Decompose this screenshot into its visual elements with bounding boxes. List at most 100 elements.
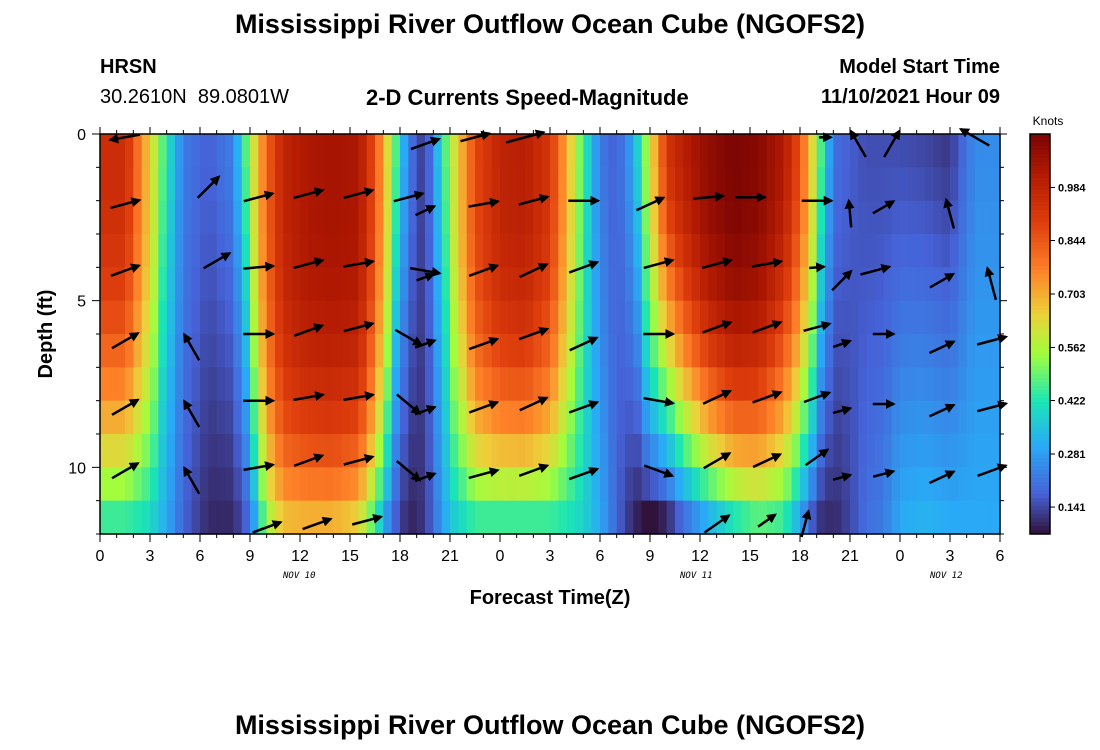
heatmap-cell [225, 200, 234, 235]
heatmap-cell [550, 267, 559, 302]
heatmap-cell [933, 134, 943, 168]
heatmap-cell [183, 367, 193, 402]
current-vector-arrow [468, 336, 500, 351]
heatmap-cell [791, 134, 801, 168]
heatmap-cell [941, 500, 951, 535]
current-vector-arrow [800, 509, 812, 538]
heatmap-cell [283, 334, 293, 368]
heatmap-cell [958, 367, 968, 402]
heatmap-cell [383, 134, 393, 168]
heatmap-cell [858, 500, 868, 535]
heatmap-cell [258, 300, 268, 335]
heatmap-cell [141, 400, 151, 435]
colorbar-segment [1030, 230, 1050, 235]
heatmap-cell [716, 400, 726, 435]
heatmap-cell [641, 200, 651, 235]
heatmap-cell [758, 400, 768, 435]
heatmap-cell [983, 467, 993, 502]
heatmap-cell [166, 400, 176, 435]
day-label-nov-11: NOV 11 [680, 571, 713, 581]
colorbar-segment [1030, 350, 1050, 355]
heatmap-cell [675, 300, 684, 335]
heatmap-cell [108, 500, 118, 535]
colorbar-segment [1030, 146, 1050, 151]
heatmap-cell [116, 367, 126, 402]
heatmap-cell [741, 334, 751, 368]
heatmap-cell [491, 200, 501, 235]
heatmap-cell [691, 367, 701, 402]
heatmap-cell [283, 267, 293, 302]
heatmap-cell [141, 434, 151, 468]
heatmap-cell [900, 234, 909, 268]
heatmap-cell [233, 434, 243, 468]
heatmap-cell [833, 334, 843, 368]
heatmap-cell [900, 134, 909, 168]
heatmap-cell [491, 500, 501, 535]
heatmap-cell [700, 467, 709, 502]
heatmap-cell [650, 167, 659, 202]
current-vector-arrow [568, 260, 600, 274]
heatmap-cell [975, 467, 984, 502]
current-vector-arrow [832, 338, 852, 349]
heatmap-cell [116, 234, 126, 268]
heatmap-cell [116, 434, 126, 468]
heatmap-cell [391, 200, 401, 235]
colorbar-segment [1030, 414, 1050, 419]
heatmap-cell [933, 334, 943, 368]
heatmap-cell [241, 500, 251, 535]
heatmap-cell [475, 200, 484, 235]
heatmap-cell [850, 167, 859, 202]
heatmap-cell [200, 267, 209, 302]
heatmap-cell [375, 367, 384, 402]
heatmap-cell [891, 134, 901, 168]
heatmap-cell [375, 300, 384, 335]
heatmap-cell [866, 467, 876, 502]
heatmap-cell [825, 200, 834, 235]
heatmap-cell [575, 300, 584, 335]
heatmap-cell [783, 334, 793, 368]
heatmap-cell [816, 334, 826, 368]
heatmap-cell [158, 167, 168, 202]
colorbar-segment [1030, 510, 1050, 515]
heatmap-cell [958, 234, 968, 268]
heatmap-cell [391, 400, 401, 435]
heatmap-cell [491, 134, 501, 168]
heatmap-cell [716, 234, 726, 268]
heatmap-cell [325, 200, 334, 235]
heatmap-cell [983, 267, 993, 302]
heatmap-cell [533, 234, 543, 268]
heatmap-cell [300, 200, 309, 235]
heatmap-cell [575, 167, 584, 202]
colorbar-segment [1030, 430, 1050, 435]
current-vector-arrow [568, 400, 600, 414]
heatmap-cell [833, 434, 843, 468]
heatmap-cell [400, 167, 409, 202]
heatmap-cell [333, 267, 343, 302]
heatmap-cell [950, 334, 959, 368]
heatmap-cell [266, 167, 276, 202]
current-vector-arrow [849, 129, 867, 158]
heatmap-cell [750, 434, 759, 468]
heatmap-cell [100, 300, 109, 335]
heatmap-cell [583, 234, 593, 268]
heatmap-cell [725, 434, 734, 468]
heatmap-cell [533, 467, 543, 502]
heatmap-cell [858, 234, 868, 268]
heatmap-cell [675, 434, 684, 468]
heatmap-cell [966, 367, 976, 402]
heatmap-cell [408, 267, 418, 302]
heatmap-cell [716, 267, 726, 302]
heatmap-cell [450, 400, 459, 435]
heatmap-cell [466, 267, 476, 302]
speed-heatmap [100, 134, 1001, 535]
current-vector-arrow [976, 400, 1009, 413]
heatmap-cell [675, 267, 684, 302]
heatmap-cell [250, 367, 259, 402]
colorbar-segment [1030, 254, 1050, 259]
heatmap-cell [266, 367, 276, 402]
current-vector-arrow [943, 197, 956, 229]
heatmap-cell [833, 467, 843, 502]
heatmap-cell [541, 200, 551, 235]
heatmap-cell [775, 334, 784, 368]
heatmap-cell [366, 134, 376, 168]
